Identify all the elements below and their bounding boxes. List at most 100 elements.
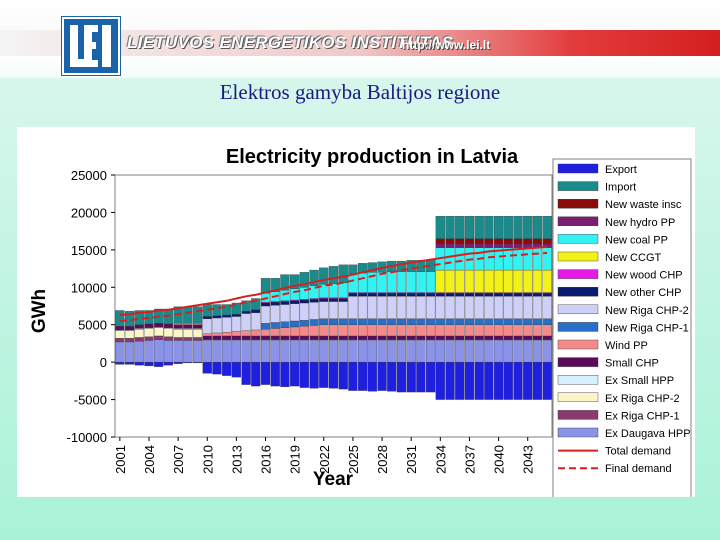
- bar-segment: [435, 335, 445, 340]
- bar-segment: [367, 324, 377, 337]
- y-tick-label: 5000: [78, 318, 107, 333]
- bar-segment: [503, 340, 513, 363]
- bar-segment: [328, 298, 339, 302]
- bar-segment: [474, 269, 484, 293]
- bar-segment: [542, 238, 552, 245]
- bar-segment: [222, 361, 232, 376]
- bar-segment: [532, 324, 543, 337]
- legend-swatch: [557, 410, 599, 420]
- chart-svg: Electricity production in Latvia GWh Yea…: [29, 146, 692, 518]
- bar-segment: [503, 293, 513, 297]
- bar-segment: [241, 311, 251, 314]
- bar-segment: [484, 238, 494, 245]
- bar-segment: [299, 340, 309, 363]
- bar-segment: [396, 340, 407, 363]
- bar-segment: [251, 312, 261, 331]
- bar-segment: [280, 301, 290, 305]
- bar-segment: [503, 238, 513, 245]
- y-tick-label: 0: [100, 355, 107, 370]
- bar-segment: [134, 337, 144, 342]
- bar-segment: [484, 318, 494, 325]
- bar-segment: [212, 361, 222, 375]
- lei-logo-icon: [70, 25, 111, 67]
- legend-label: New CCGT: [605, 252, 662, 264]
- bar-segment: [270, 305, 280, 323]
- bar-segment: [270, 328, 280, 337]
- bar-segment: [387, 318, 397, 325]
- bar-segment: [387, 335, 397, 340]
- bar-segment: [348, 340, 358, 363]
- bar-segment: [377, 272, 387, 293]
- bar-segment: [202, 318, 212, 334]
- bar-segment: [270, 302, 280, 306]
- bar-segment: [523, 361, 533, 400]
- x-tick-label: 2043: [521, 445, 536, 474]
- bar-segment: [455, 269, 465, 293]
- bar-segment: [513, 247, 523, 271]
- bar-segment: [241, 340, 251, 363]
- bar-segment: [173, 340, 183, 363]
- legend-label: New Riga CHP-1: [605, 322, 689, 334]
- bar-segment: [280, 274, 290, 291]
- bar-segment: [493, 216, 504, 239]
- bar-segment: [474, 335, 484, 340]
- bar-segment: [163, 336, 174, 341]
- bar-segment: [542, 293, 552, 297]
- bar-segment: [124, 361, 135, 365]
- legend-label: New waste insc: [605, 199, 682, 211]
- bar-segment: [163, 328, 174, 337]
- bar-segment: [173, 329, 183, 338]
- bar-segment: [309, 269, 319, 286]
- bar-segment: [124, 341, 135, 363]
- bar-segment: [523, 238, 533, 245]
- bar-segment: [328, 266, 339, 284]
- bar-segment: [144, 340, 154, 363]
- institute-name: LIETUVOS ENERGETIKOS INSTITUTAS: [127, 33, 454, 52]
- x-tick-label: 2040: [492, 445, 507, 474]
- bar-segment: [493, 238, 504, 245]
- bar-segment: [124, 326, 135, 331]
- bar-segment: [464, 269, 475, 293]
- bar-segment: [338, 301, 348, 319]
- bar-segment: [241, 300, 251, 312]
- bar-segment: [435, 324, 445, 337]
- institute-url[interactable]: http://www.lei.lt: [402, 38, 491, 52]
- bar-segment: [134, 329, 144, 338]
- legend-label: Final demand: [605, 463, 672, 475]
- bar-segment: [222, 335, 232, 340]
- bar-segment: [445, 318, 455, 325]
- bar-segment: [338, 324, 348, 337]
- bar-segment: [290, 326, 300, 337]
- bar-segment: [484, 293, 494, 297]
- bar-segment: [493, 293, 504, 297]
- bar-segment: [484, 340, 494, 363]
- bar-segment: [542, 318, 552, 325]
- bar-segment: [523, 318, 533, 325]
- bar-segment: [280, 304, 290, 322]
- bar-segment: [192, 337, 203, 341]
- bar-segment: [212, 304, 222, 316]
- bar-segment: [260, 305, 271, 324]
- bar-segment: [464, 361, 475, 400]
- legend-swatch: [557, 269, 599, 279]
- bar-segment: [377, 296, 387, 319]
- legend-swatch: [557, 392, 599, 402]
- bar-segment: [328, 335, 339, 340]
- bar-segment: [241, 330, 251, 337]
- bar-segment: [212, 340, 222, 363]
- bar-segment: [425, 318, 436, 325]
- bar-segment: [474, 293, 484, 297]
- bar-segment: [231, 361, 242, 378]
- bar-segment: [455, 318, 465, 325]
- bar-segment: [348, 273, 358, 293]
- bar-segment: [396, 361, 407, 393]
- bar-segment: [513, 293, 523, 297]
- bar-segment: [348, 293, 358, 297]
- x-tick-label: 2031: [404, 445, 419, 474]
- bar-segment: [328, 301, 339, 319]
- bar-segment: [367, 335, 377, 340]
- bar-segment: [425, 340, 436, 363]
- bar-segment: [260, 329, 271, 337]
- bar-segment: [280, 327, 290, 337]
- bar-segment: [542, 340, 552, 363]
